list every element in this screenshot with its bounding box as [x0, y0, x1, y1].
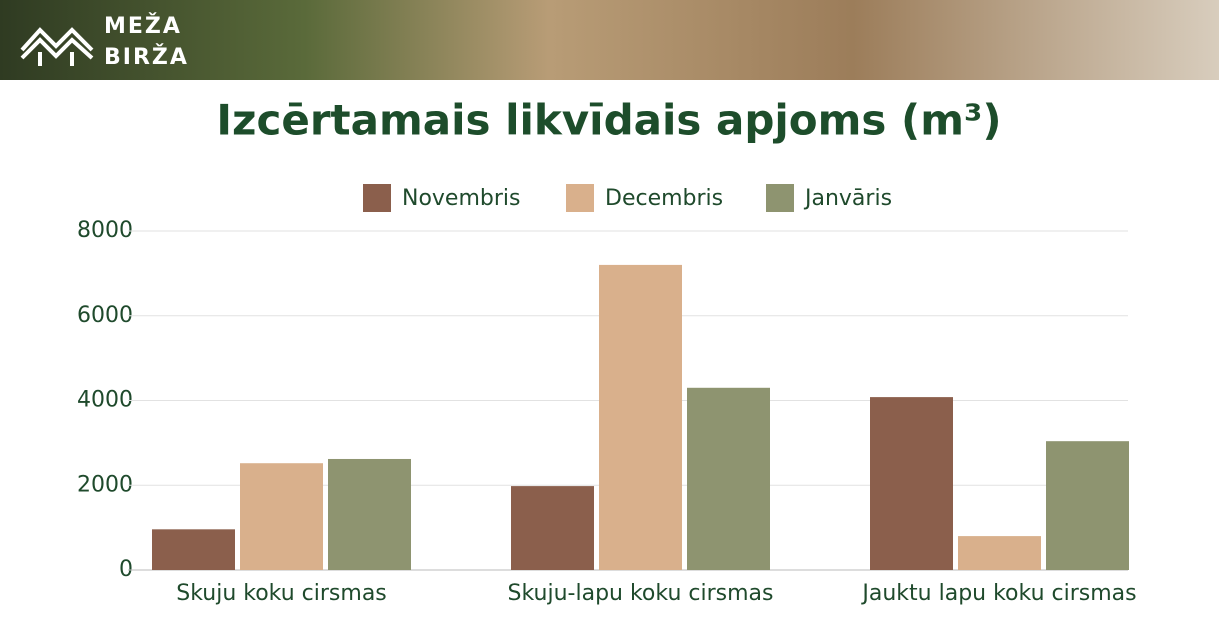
bar [328, 458, 411, 570]
brand-line: MEŽA [104, 13, 182, 39]
chart-title: Izcērtamais likvīdais apjoms (m³) [216, 96, 1001, 145]
header-banner [0, 0, 1219, 80]
bar [511, 486, 594, 570]
legend-swatch [566, 184, 594, 212]
x-tick-label: Skuju koku cirsmas [176, 581, 387, 606]
bar [958, 536, 1041, 570]
bar [1046, 441, 1129, 570]
x-tick-label: Skuju-lapu koku cirsmas [508, 581, 774, 606]
y-tick-label: 4000 [77, 388, 133, 413]
bar [687, 387, 770, 570]
legend-label: Janvāris [803, 186, 892, 211]
y-tick-label: 6000 [77, 303, 133, 328]
legend-swatch [766, 184, 794, 212]
logo [20, 27, 94, 66]
bar [152, 529, 235, 570]
bar [870, 397, 953, 570]
legend-label: Novembris [402, 186, 521, 211]
legend-swatch [363, 184, 391, 212]
y-tick-label: 8000 [77, 218, 133, 243]
y-tick-label: 0 [119, 557, 133, 582]
bar [599, 264, 682, 570]
brand-line: BIRŽA [104, 44, 189, 70]
bar [240, 463, 323, 570]
y-tick-label: 2000 [77, 472, 133, 497]
legend-label: Decembris [605, 186, 723, 211]
x-tick-label: Jauktu lapu koku cirsmas [860, 581, 1136, 606]
